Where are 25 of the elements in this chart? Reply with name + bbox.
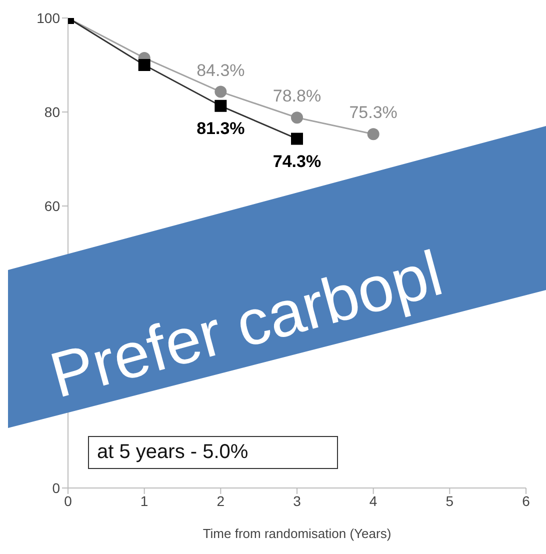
x-tick-label: 3 [293,492,302,509]
x-tick-label: 4 [369,492,378,509]
y-tick-label: 80 [44,104,60,120]
data-label: 84.3% [196,60,245,80]
point [214,86,227,98]
x-tick-label: 5 [446,492,454,509]
note-box: at 5 years - 5.0% [88,436,338,469]
data-label: 75.3% [349,103,398,122]
y-tick-label: 100 [36,10,60,26]
x-axis-title: Time from randomisation (Years) [202,526,392,541]
data-label: 78.8% [272,86,322,106]
x-tick-label: 6 [522,492,530,509]
point [291,112,303,124]
point [214,100,227,112]
x-tick-label: 0 [64,492,72,509]
data-label: 74.3% [272,152,322,171]
x-tick-label: 2 [216,492,225,509]
y-tick-label: 0 [52,480,60,496]
x-tick-label: 1 [140,492,148,509]
data-label: 81.3% [196,118,245,138]
annotation: Prefer carbopl [42,236,450,412]
point [138,59,150,71]
y-tick-label: 60 [44,198,60,214]
point [367,128,380,140]
point [291,132,303,145]
